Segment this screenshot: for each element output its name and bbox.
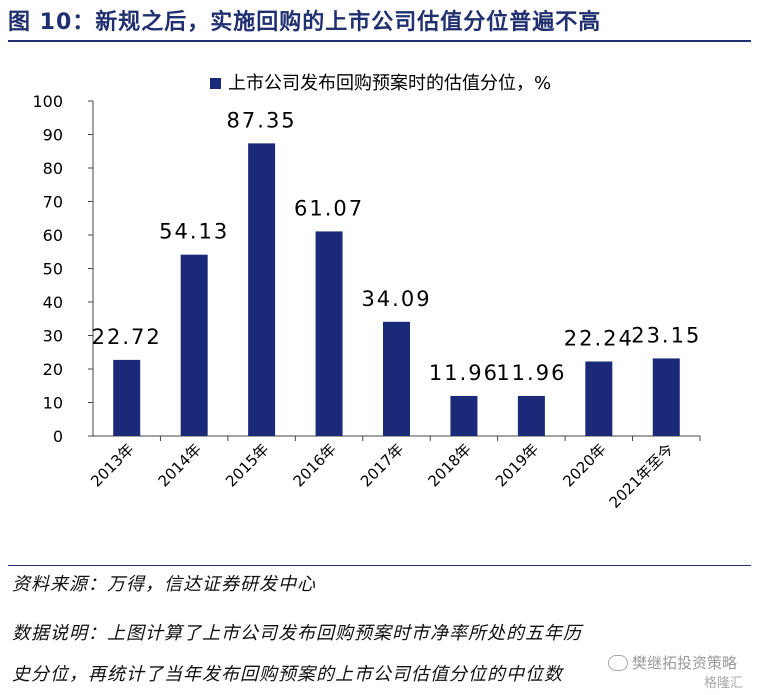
y-tick-label: 30 (43, 327, 63, 346)
legend-swatch (210, 78, 221, 89)
figure-title: 图 10：新规之后，实施回购的上市公司估值分位普遍不高 (8, 10, 602, 35)
x-tick-label: 2021年至今 (606, 440, 678, 512)
data-label-2018年: 11.96 (429, 361, 499, 385)
footer-divider (8, 565, 751, 566)
bar-2014年 (180, 254, 208, 436)
y-tick-label: 40 (43, 293, 63, 312)
x-tick-label: 2019年 (492, 440, 542, 490)
data-description-line2: 史分位，再统计了当年发布回购预案的上市公司估值分位的中位数 (12, 664, 563, 685)
watermark-subtext: 格隆汇 (703, 676, 743, 691)
x-tick-label: 2020年 (559, 440, 609, 490)
bar-2021年至今 (652, 358, 680, 436)
y-tick-label: 50 (43, 260, 63, 279)
chart-legend: 上市公司发布回购预案时的估值分位，% (210, 73, 551, 94)
y-tick-label: 20 (43, 360, 63, 379)
x-tick-label: 2013年 (87, 440, 137, 490)
chart-bars (113, 143, 680, 436)
data-label-2016年: 61.07 (294, 196, 364, 220)
y-tick-label: 0 (53, 427, 63, 446)
title-divider (8, 40, 751, 42)
bar-2013年 (113, 359, 141, 436)
y-tick-label: 10 (43, 394, 63, 413)
legend-label: 上市公司发布回购预案时的估值分位，% (228, 73, 551, 94)
y-tick-label: 70 (43, 193, 63, 212)
y-tick-label: 60 (43, 226, 63, 245)
x-tick-label: 2015年 (222, 440, 272, 490)
data-label-2014年: 54.13 (159, 220, 229, 244)
data-label-2015年: 87.35 (227, 108, 297, 132)
y-tick-label: 90 (43, 126, 63, 145)
bar-2018年 (450, 395, 478, 436)
x-tick-label: 2014年 (155, 440, 205, 490)
bar-2017年 (383, 321, 410, 436)
y-tick-label: 80 (43, 159, 63, 178)
data-label-2021年至今: 23.15 (631, 323, 701, 347)
wechat-icon (607, 654, 628, 671)
bar-2020年 (585, 361, 613, 436)
y-tick-labels: 0 10 20 30 40 50 60 70 80 90 100 (32, 92, 93, 446)
bar-2015年 (248, 143, 276, 436)
watermark: 樊继拓投资策略 (607, 652, 737, 673)
bar-2016年 (315, 231, 343, 436)
x-tick-label: 2018年 (424, 440, 474, 490)
y-tick-label: 100 (32, 92, 63, 111)
bar-2019年 (517, 395, 545, 436)
data-label-2019年: 11.96 (496, 361, 566, 385)
x-tick-label: 2017年 (357, 440, 407, 490)
watermark-text: 樊继拓投资策略 (631, 654, 737, 672)
x-tick-labels: 2013年 2014年 2015年 2016年 2017年 2018年 2019年 2020年… (87, 436, 701, 512)
data-label-2013年: 22.72 (92, 325, 162, 349)
source-note: 资料来源：万得，信达证券研发中心 (12, 574, 316, 595)
data-label-2017年: 34.09 (361, 287, 431, 311)
data-label-2020年: 22.24 (564, 326, 634, 350)
data-description-line1: 数据说明：上图计算了上市公司发布回购预案时市净率所处的五年历 (12, 623, 582, 644)
bar-chart: 上市公司发布回购预案时的估值分位，% 22.72 54.13 87.35 61.07 3… (32, 73, 701, 512)
x-tick-label: 2016年 (290, 440, 340, 490)
